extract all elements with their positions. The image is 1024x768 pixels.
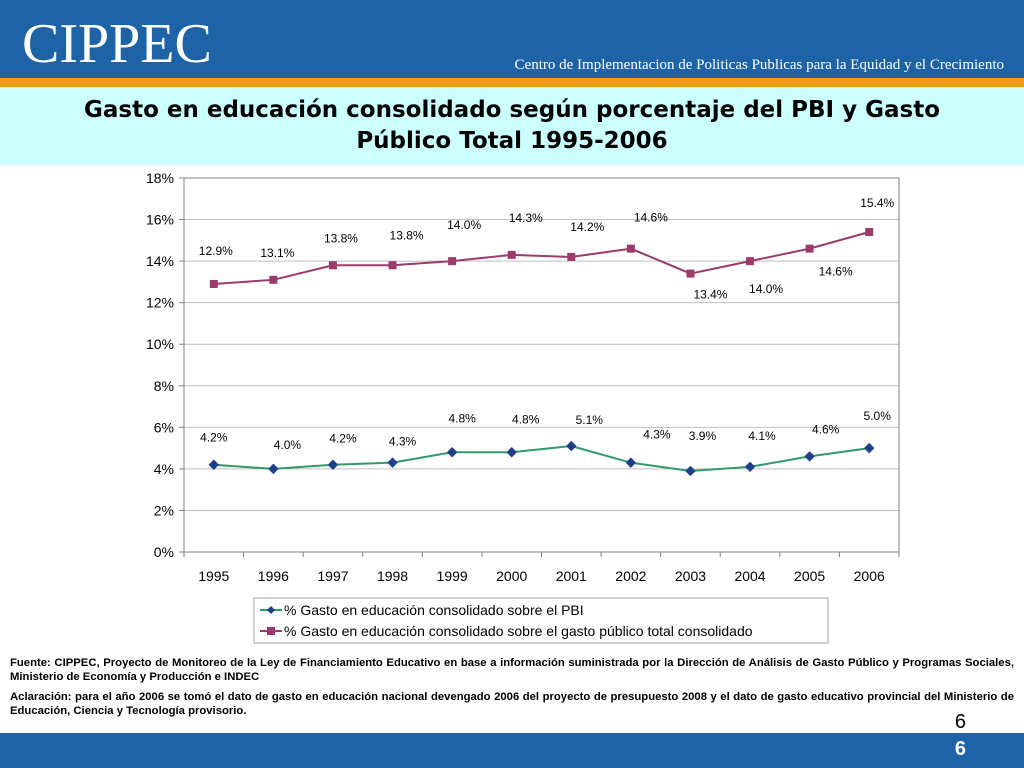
data-point-total — [865, 228, 874, 237]
y-tick-label: 4% — [154, 461, 174, 477]
data-label-total: 13.8% — [390, 228, 424, 242]
y-tick-label: 12% — [146, 295, 174, 311]
x-tick-label: 2005 — [794, 568, 825, 584]
header-bar: CIPPEC Centro de Implementacion de Polit… — [0, 0, 1024, 78]
data-label-pbi: 4.0% — [274, 438, 302, 452]
data-label-pbi: 4.8% — [448, 411, 476, 425]
data-point-total — [626, 244, 635, 253]
data-label-pbi: 5.0% — [864, 409, 892, 423]
slide-title-line1: Gasto en educación consolidado según por… — [83, 97, 940, 123]
data-label-pbi: 4.6% — [812, 422, 840, 436]
y-tick-label: 10% — [146, 336, 174, 352]
data-point-total — [507, 250, 516, 259]
data-label-total: 13.4% — [693, 288, 727, 302]
x-tick-label: 1998 — [377, 568, 408, 584]
plot-frame — [183, 177, 900, 553]
legend-box — [253, 597, 829, 644]
data-point-pbi — [268, 463, 279, 475]
x-tick-label: 1997 — [317, 568, 348, 584]
data-point-total — [448, 257, 457, 266]
x-tick-label: 2002 — [615, 568, 646, 584]
x-tick-label: 2000 — [496, 568, 527, 584]
series-line-pbi — [213, 445, 870, 472]
x-tick-label: 2001 — [556, 568, 587, 584]
title-box: Gasto en educación consolidado según por… — [0, 87, 1024, 165]
notes: Fuente: CIPPEC, Proyecto de Monitoreo de… — [10, 656, 1014, 724]
data-point-pbi — [327, 459, 339, 470]
data-point-pbi — [804, 451, 815, 462]
data-point-pbi — [744, 461, 756, 473]
data-point-pbi — [566, 440, 577, 452]
data-point-pbi — [446, 447, 458, 458]
data-point-total — [209, 279, 218, 288]
data-point-total — [388, 261, 397, 270]
data-label-total: 14.6% — [634, 211, 668, 225]
data-point-total — [269, 275, 278, 284]
clarification-note: Aclaración: para el año 2006 se tomó el … — [10, 691, 1014, 717]
data-point-pbi — [685, 465, 696, 477]
slide-title: Gasto en educación consolidado según por… — [32, 95, 992, 157]
data-label-pbi: 4.8% — [512, 412, 540, 426]
y-tick-label: 0% — [154, 544, 174, 560]
data-label-total: 14.6% — [819, 265, 853, 279]
data-label-total: 15.4% — [860, 196, 894, 210]
data-point-pbi — [864, 442, 875, 454]
legend-marker-pbi — [267, 606, 275, 614]
page-number: 6 — [954, 738, 966, 760]
data-point-total — [328, 261, 337, 270]
slide-title-line2: Público Total 1995-2006 — [356, 128, 668, 154]
data-label-pbi: 4.3% — [643, 428, 671, 442]
data-point-total — [746, 257, 755, 266]
data-label-total: 14.0% — [447, 218, 481, 232]
data-point-total — [686, 269, 695, 278]
y-tick-label: 14% — [146, 253, 174, 269]
data-label-total: 14.3% — [509, 211, 543, 225]
legend-marker-total — [267, 627, 275, 635]
x-tick-label: 1995 — [198, 568, 229, 584]
data-label-pbi: 3.9% — [689, 429, 717, 443]
data-point-pbi — [387, 457, 398, 468]
x-tick-label: 2003 — [675, 568, 706, 584]
legend-label-pbi: % Gasto en educación consolidado sobre e… — [284, 602, 584, 618]
x-tick-label: 1996 — [258, 568, 289, 584]
series-line-total — [213, 231, 870, 285]
data-point-pbi — [506, 447, 517, 458]
y-tick-label: 8% — [154, 378, 174, 394]
data-label-total: 13.1% — [260, 246, 294, 260]
data-label-total: 13.8% — [324, 231, 358, 245]
line-chart: 0% 2% 4% 6% 8% 10% 12% 14% 16% 18% 1995 1996 1997 199… — [146, 170, 900, 644]
x-tick-label: 1999 — [437, 568, 468, 584]
data-label-pbi: 4.2% — [329, 432, 357, 446]
source-note: Fuente: CIPPEC, Proyecto de Monitoreo de… — [10, 657, 1014, 683]
orange-divider — [0, 78, 1024, 87]
footer-bar — [0, 733, 1024, 768]
page-number-upper: 6 — [954, 711, 966, 733]
data-label-pbi: 4.2% — [200, 431, 228, 445]
y-tick-label: 16% — [146, 212, 174, 228]
data-label-pbi: 4.3% — [389, 435, 417, 449]
legend-label-total: % Gasto en educación consolidado sobre e… — [284, 623, 753, 639]
x-tick-label: 2004 — [734, 568, 765, 584]
data-label-pbi: 4.1% — [748, 429, 776, 443]
data-point-pbi — [208, 459, 219, 470]
data-point-total — [805, 244, 814, 253]
cippec-logo: CIPPEC — [22, 13, 212, 75]
data-label-total: 12.9% — [199, 244, 233, 258]
data-point-pbi — [625, 457, 637, 468]
data-label-total: 14.0% — [749, 282, 783, 296]
y-tick-label: 6% — [154, 419, 174, 435]
data-point-total — [567, 252, 576, 261]
header-tagline: Centro de Implementacion de Politicas Pu… — [514, 57, 1004, 73]
y-tick-label: 2% — [154, 502, 174, 518]
y-tick-label: 18% — [146, 170, 174, 186]
data-label-pbi: 5.1% — [576, 413, 604, 427]
data-label-total: 14.2% — [570, 220, 604, 234]
x-tick-label: 2006 — [854, 568, 885, 584]
